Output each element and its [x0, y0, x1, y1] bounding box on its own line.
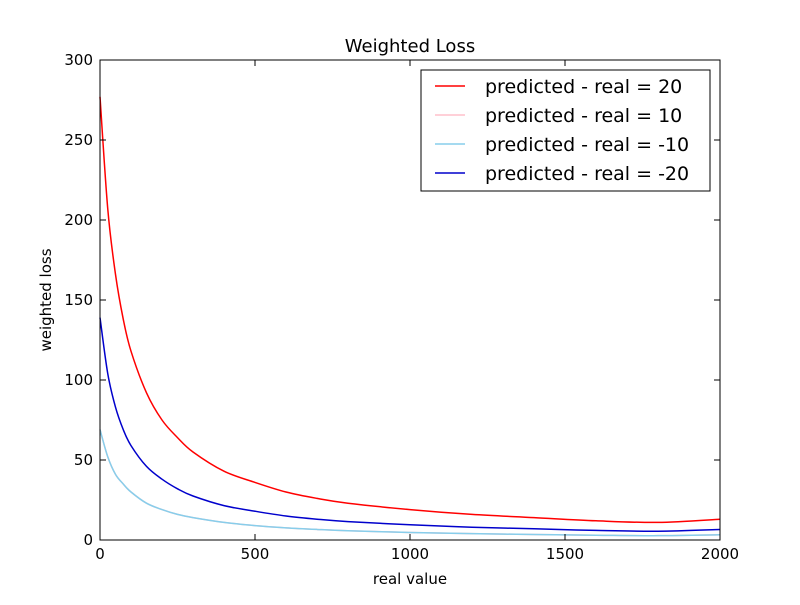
- ticks-layer: 0 500 1000 1500 2000 0 50 100 150 200 250 300: [64, 51, 739, 563]
- series-line-3: [99, 317, 721, 532]
- legend-label-3: predicted - real = -20: [485, 163, 689, 185]
- chart-title: Weighted Loss: [345, 36, 475, 57]
- legend-label-0: predicted - real = 20: [485, 76, 682, 98]
- legend: predicted - real = 20 predicted - real = …: [420, 69, 711, 192]
- legend-entries: predicted - real = 20 predicted - real = …: [435, 76, 689, 185]
- x-axis-label: real value: [373, 570, 447, 588]
- series-line-2: [99, 429, 721, 537]
- y-tick-label-1: 50: [74, 451, 93, 469]
- y-tick-label-5: 250: [64, 131, 93, 149]
- x-tick-label-3: 1500: [546, 545, 584, 563]
- legend-label-1: predicted - real = 10: [485, 105, 682, 127]
- x-tick-label-1: 500: [241, 545, 270, 563]
- series-layer: [99, 96, 721, 537]
- legend-frame: [420, 69, 711, 192]
- y-tick-label-3: 150: [64, 291, 93, 309]
- series-line-0: [99, 96, 721, 524]
- x-tick-label-0: 0: [95, 545, 105, 563]
- y-tick-label-0: 0: [83, 531, 93, 549]
- y-tick-label-6: 300: [64, 51, 93, 69]
- y-tick-label-2: 100: [64, 371, 93, 389]
- x-tick-label-4: 2000: [701, 545, 739, 563]
- y-tick-label-4: 200: [64, 211, 93, 229]
- plot-area-frame: [99, 59, 721, 541]
- x-tick-label-2: 1000: [391, 545, 429, 563]
- y-axis-label: weighted loss: [37, 248, 55, 351]
- legend-label-2: predicted - real = -10: [485, 134, 689, 156]
